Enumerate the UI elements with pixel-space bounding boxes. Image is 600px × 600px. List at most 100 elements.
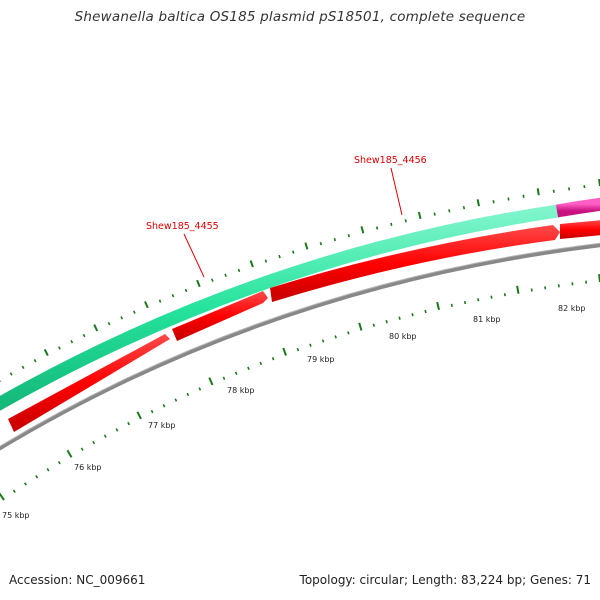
kbp-label: 77 kbp — [148, 421, 176, 430]
backbone-arc-highlight — [0, 242, 600, 447]
gene-arrow[interactable] — [270, 225, 560, 302]
backbone-arc — [0, 243, 600, 451]
major-tick — [66, 449, 73, 458]
minor-tick — [9, 372, 13, 376]
gene-arrow[interactable] — [8, 334, 170, 432]
kbp-label: 75 kbp — [2, 511, 30, 520]
kbp-label: 76 kbp — [74, 463, 102, 472]
minor-tick — [107, 321, 111, 326]
minor-tick — [46, 467, 50, 472]
minor-tick — [264, 259, 268, 263]
kbp-scale-labels: 75 kbp 76 kbp 77 kbp 78 kbp 79 kbp 80 kb… — [2, 304, 586, 520]
major-tick — [304, 242, 309, 250]
major-tick — [43, 348, 49, 357]
minor-tick — [490, 295, 493, 299]
minor-tick — [568, 187, 571, 191]
minor-tick — [347, 233, 350, 238]
minor-tick — [507, 197, 510, 201]
gene-label[interactable]: Shew185_4456 — [354, 155, 427, 166]
major-tick — [358, 322, 363, 331]
gene-arrow[interactable] — [172, 291, 268, 341]
gene-arrow[interactable] — [560, 220, 600, 239]
minor-tick — [259, 361, 263, 366]
minor-tick — [424, 309, 427, 314]
inner-tick-marks — [0, 273, 600, 501]
minor-tick — [477, 298, 480, 302]
major-tick — [0, 492, 5, 501]
kbp-label: 78 kbp — [227, 386, 255, 395]
minor-tick — [35, 475, 39, 479]
major-tick — [282, 347, 287, 356]
gene-label-leader — [183, 233, 205, 278]
minor-tick — [12, 489, 16, 494]
accession-text: Accession: NC_009661 — [9, 573, 146, 587]
major-tick — [196, 279, 201, 288]
minor-tick — [127, 421, 131, 426]
minor-tick — [211, 278, 214, 282]
minor-tick — [522, 194, 525, 198]
minor-tick — [237, 268, 241, 273]
minor-tick — [333, 237, 336, 242]
minor-tick — [222, 376, 226, 381]
minor-tick — [278, 254, 281, 259]
major-tick — [516, 285, 520, 294]
minor-tick — [23, 482, 27, 486]
minor-tick — [347, 331, 350, 335]
minor-tick — [503, 293, 506, 297]
minor-tick — [80, 447, 84, 451]
minor-tick — [321, 339, 325, 343]
genome-stats-text: Topology: circular; Length: 83,224 bp; G… — [299, 573, 591, 587]
minor-tick — [296, 347, 300, 352]
minor-tick — [103, 434, 107, 438]
map-title: Shewanella baltica OS185 plasmid pS18501… — [74, 9, 526, 25]
minor-tick — [234, 371, 238, 376]
major-tick — [93, 324, 99, 332]
major-tick — [476, 199, 480, 207]
major-tick — [249, 260, 254, 268]
major-tick — [360, 226, 365, 234]
minor-tick — [552, 189, 555, 193]
minor-tick — [492, 200, 495, 204]
minor-tick — [57, 461, 61, 465]
minor-tick — [247, 366, 250, 370]
kbp-label: 79 kbp — [307, 355, 335, 364]
minor-tick — [162, 404, 166, 408]
minor-tick — [224, 273, 227, 277]
gene-arrows — [8, 220, 600, 432]
minor-tick — [198, 387, 202, 391]
minor-tick — [334, 335, 337, 339]
minor-tick — [433, 212, 436, 216]
minor-tick — [319, 241, 323, 246]
minor-tick — [390, 222, 393, 226]
minor-tick — [174, 398, 178, 402]
kbp-label: 80 kbp — [389, 332, 417, 341]
minor-tick — [398, 316, 401, 320]
minor-tick — [186, 392, 190, 397]
major-tick — [417, 211, 422, 220]
minor-tick — [58, 346, 61, 350]
minor-tick — [70, 339, 74, 344]
minor-tick — [150, 409, 154, 414]
minor-tick — [292, 250, 295, 254]
gene-label[interactable]: Shew185_4455 — [146, 221, 219, 232]
minor-tick — [82, 333, 86, 338]
minor-tick — [115, 428, 119, 432]
minor-tick — [33, 359, 37, 363]
minor-tick — [448, 209, 451, 213]
minor-tick — [375, 226, 379, 230]
minor-tick — [450, 303, 453, 308]
minor-tick — [411, 313, 414, 317]
minor-tick — [309, 343, 312, 347]
minor-tick — [372, 323, 376, 327]
minor-tick — [271, 357, 275, 361]
minor-tick — [462, 206, 466, 210]
major-tick — [436, 301, 440, 311]
minor-tick — [133, 310, 136, 314]
feature-track-arc — [0, 204, 559, 411]
major-tick — [144, 301, 149, 309]
minor-tick — [184, 288, 188, 293]
minor-tick — [463, 300, 467, 305]
feature-track-arc-end — [555, 197, 600, 218]
minor-tick — [404, 219, 407, 223]
